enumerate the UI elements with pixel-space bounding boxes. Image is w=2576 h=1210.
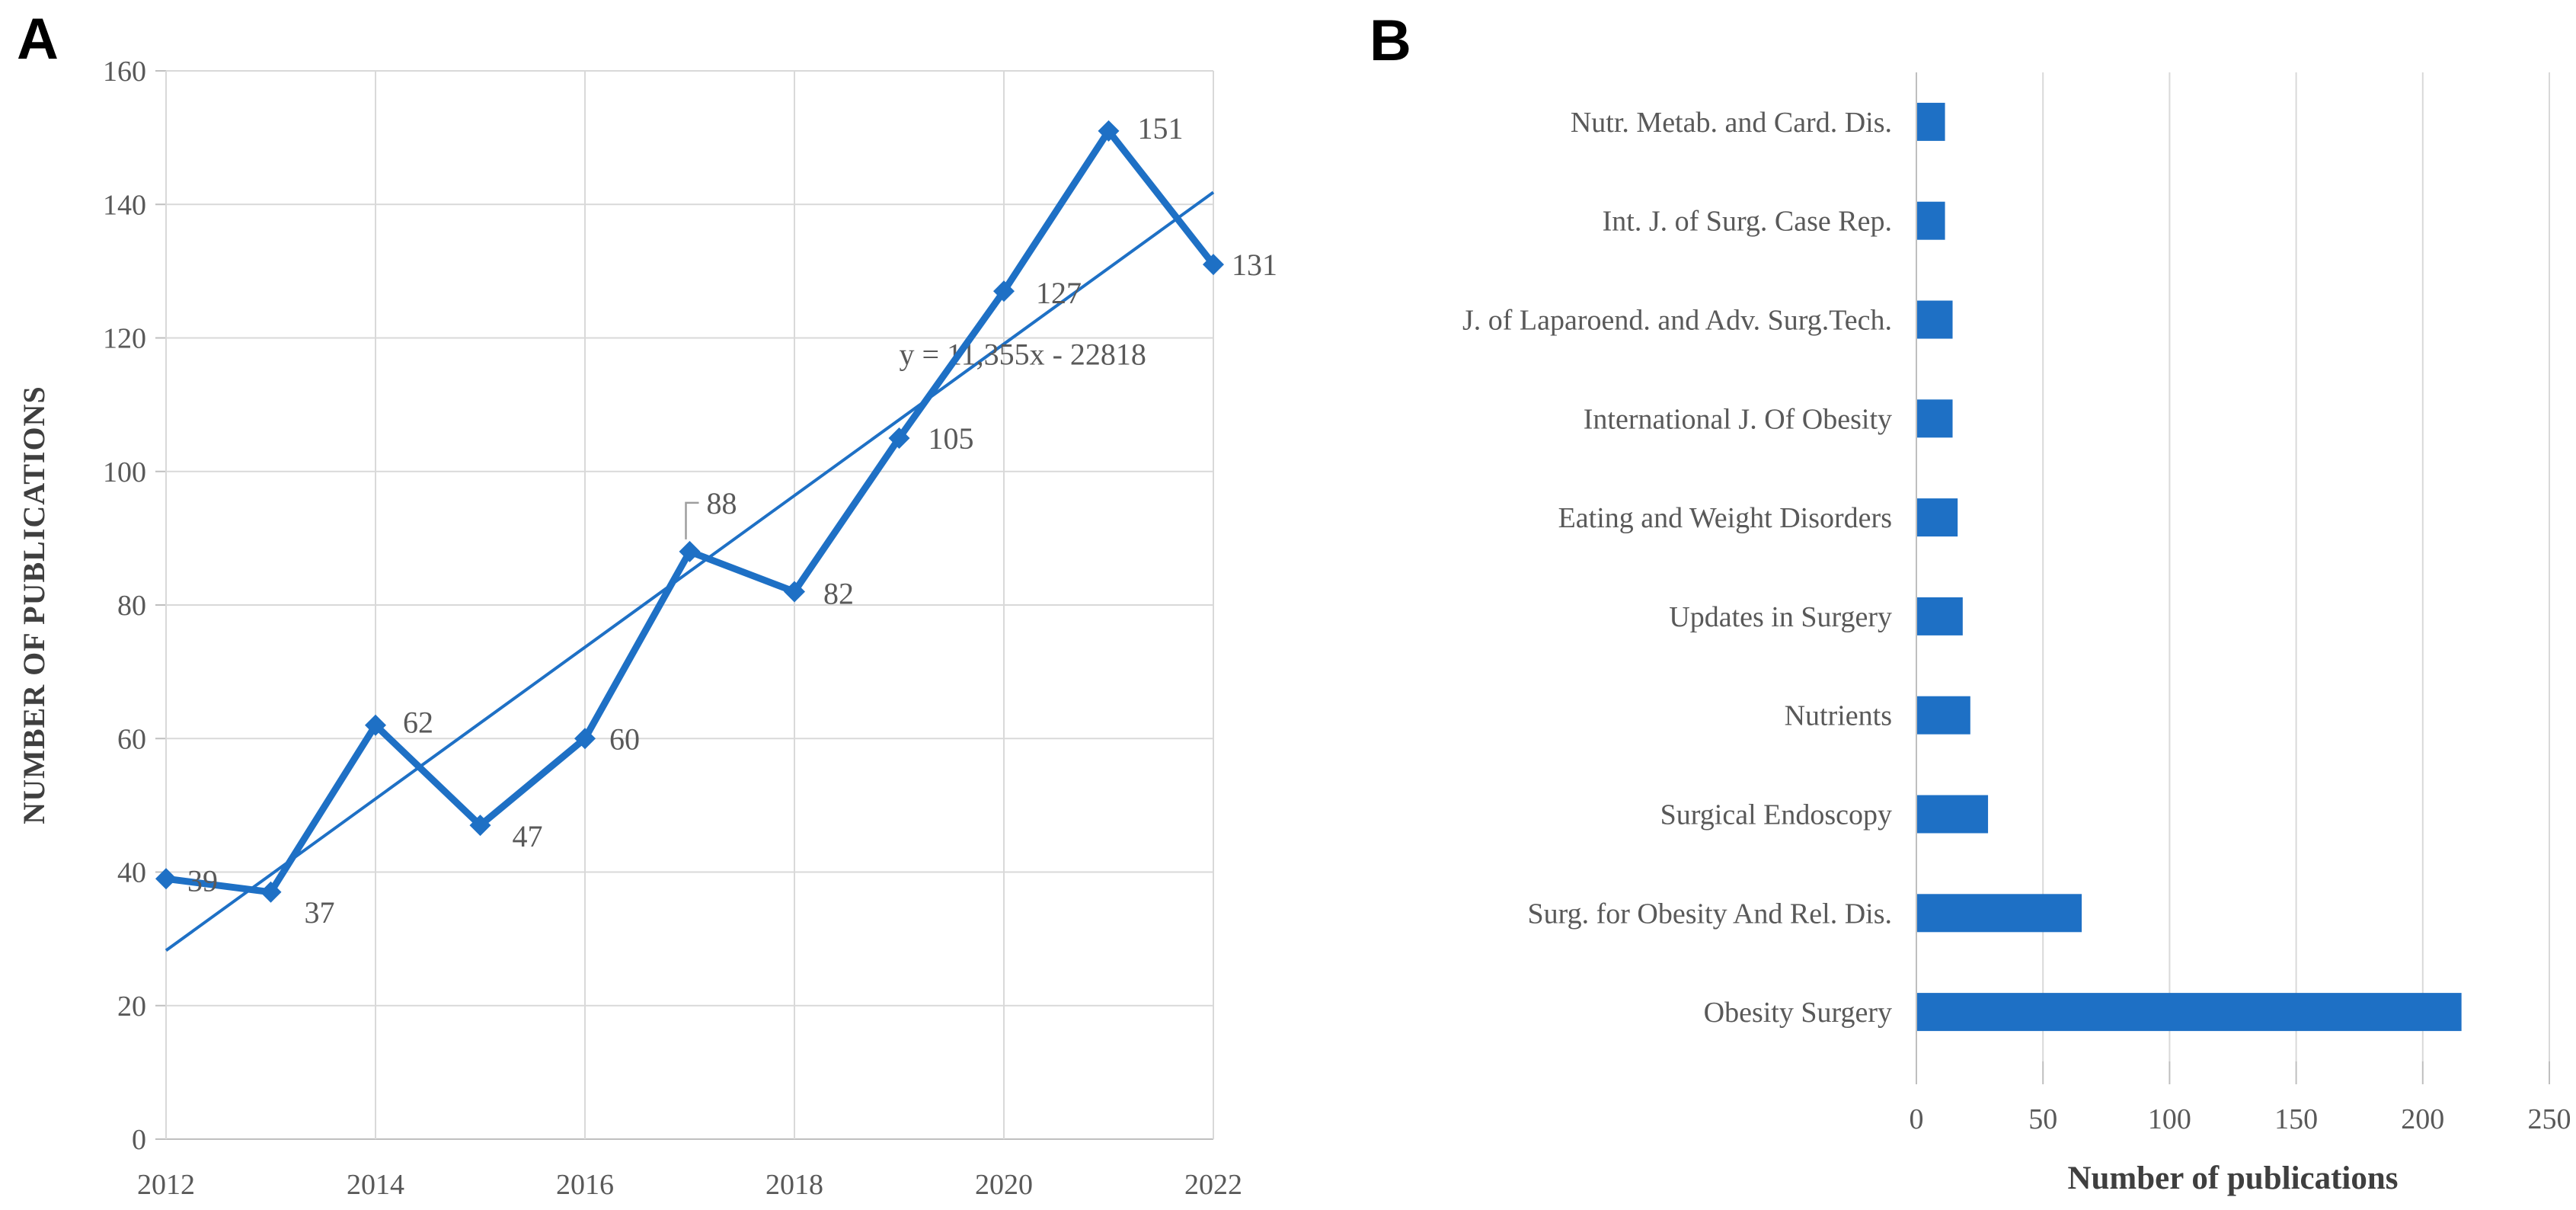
category-label: Nutrients — [1785, 700, 1892, 732]
y-tick-label: 60 — [117, 723, 146, 755]
x-tick-label: 2012 — [137, 1169, 195, 1201]
y-axis-title: NUMBER OF PUBLICATIONS — [17, 386, 51, 824]
bar — [1917, 300, 1953, 339]
bar — [1917, 894, 2082, 933]
data-label: 37 — [305, 895, 335, 930]
bar — [1917, 201, 1945, 240]
data-label: 131 — [1232, 248, 1277, 282]
data-label: 151 — [1138, 111, 1184, 146]
data-point-marker — [993, 280, 1015, 302]
x-tick-label: 2022 — [1184, 1169, 1242, 1201]
data-label: 88 — [707, 486, 737, 520]
panel-b-letter: B — [1369, 8, 1411, 73]
x-tick-label: 0 — [1910, 1103, 1924, 1135]
series-line — [162, 127, 1217, 896]
y-tick-label: 160 — [103, 56, 146, 88]
x-tick-label: 250 — [2528, 1103, 2571, 1135]
data-label: 127 — [1036, 276, 1082, 310]
data-label: 82 — [823, 576, 854, 610]
bar-chart: 0 50 100 150 200 250 Nutr. Metab. and Card. Di… — [1462, 72, 2571, 1196]
data-point-marker — [574, 728, 596, 750]
data-point-marker — [888, 427, 910, 449]
panel-b: B 0 50 100 150 200 250 Nutr. Metab. and Card. … — [1333, 0, 2576, 1210]
data-label: 47 — [513, 819, 543, 853]
x-tick-label: 100 — [2148, 1103, 2191, 1135]
y-tick-label: 100 — [103, 456, 146, 488]
category-label: Surg. for Obesity And Rel. Dis. — [1527, 898, 1892, 930]
data-label: 39 — [187, 863, 218, 898]
panel-a: A 0 20 40 60 80 100 120 140 160 2012 2014 2016 2018 2… — [17, 7, 1277, 1202]
data-label: 105 — [928, 421, 974, 456]
category-label: Nutr. Metab. and Card. Dis. — [1571, 107, 1892, 139]
y-tick-label: 20 — [117, 991, 146, 1023]
bar — [1917, 498, 1958, 537]
x-axis-title: Number of publications — [2067, 1160, 2398, 1196]
category-label: Obesity Surgery — [1704, 997, 1892, 1029]
x-tick-label: 200 — [2401, 1103, 2444, 1135]
category-label: Surgical Endoscopy — [1660, 799, 1892, 831]
bar — [1917, 597, 1963, 635]
bar — [1917, 102, 1945, 141]
bar — [1917, 993, 2462, 1032]
bar — [1917, 696, 1970, 735]
x-tick-label: 2016 — [556, 1169, 614, 1201]
category-label: J. of Laparoend. and Adv. Surg.Tech. — [1462, 305, 1892, 337]
y-tick-label: 140 — [103, 189, 146, 221]
y-tick-label: 120 — [103, 323, 146, 355]
data-point-marker — [1098, 120, 1120, 142]
data-point-marker — [260, 881, 282, 903]
data-point-marker — [679, 540, 701, 562]
data-point-marker — [784, 581, 805, 603]
x-tick-label: 2018 — [765, 1169, 823, 1201]
category-label: Updates in Surgery — [1669, 601, 1892, 633]
data-point-marker — [155, 868, 177, 890]
y-tick-label: 40 — [117, 857, 146, 889]
bar — [1917, 399, 1953, 438]
panel-a-letter: A — [17, 7, 59, 72]
data-point-marker — [1203, 254, 1224, 276]
data-label: 60 — [609, 722, 640, 756]
x-tick-label: 50 — [2028, 1103, 2057, 1135]
data-label: 62 — [403, 706, 433, 740]
x-tick-label: 2020 — [975, 1169, 1033, 1201]
y-tick-label: 80 — [117, 590, 146, 622]
x-tick-label: 2014 — [347, 1169, 404, 1201]
trendline — [165, 190, 1215, 952]
data-label-leader-line — [685, 501, 699, 539]
category-label: Eating and Weight Disorders — [1558, 502, 1892, 534]
trendline-equation-label: y = 11,355x - 22818 — [900, 338, 1146, 372]
data-point-marker — [469, 815, 491, 837]
y-tick-label: 0 — [132, 1124, 146, 1156]
category-label: Int. J. of Surg. Case Rep. — [1603, 206, 1892, 238]
data-point-marker — [365, 714, 386, 736]
category-label: International J. Of Obesity — [1584, 403, 1892, 435]
line-chart: 0 20 40 60 80 100 120 140 160 2012 2014 2016 2018 202… — [17, 56, 1277, 1201]
x-tick-label: 150 — [2274, 1103, 2318, 1135]
bar — [1917, 795, 1989, 834]
